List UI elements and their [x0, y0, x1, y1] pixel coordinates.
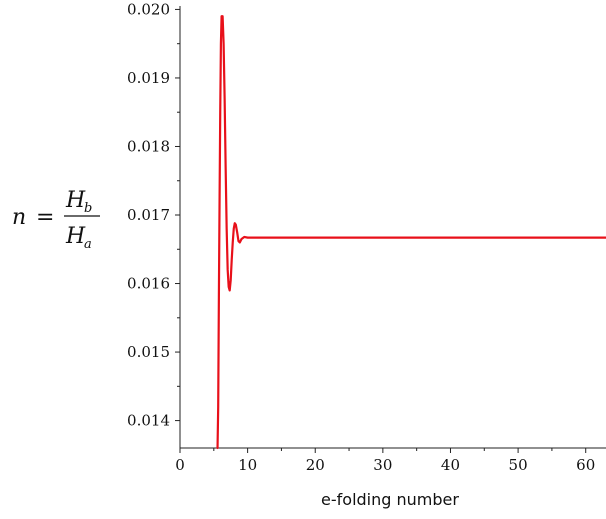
x-tick-label: 60: [576, 456, 595, 474]
axes: [179, 6, 606, 449]
y-tick-label: 0.015: [127, 343, 170, 361]
y-label-equals: =: [36, 205, 54, 230]
y-ticks: 0.014 0.015 0.016 0.017 0.018 0.019 0.020: [127, 0, 180, 430]
y-tick-label: 0.017: [127, 206, 170, 224]
x-axis-label: e-folding number: [321, 490, 459, 509]
y-label-numerator: H: [65, 188, 86, 213]
x-tick-label: 50: [509, 456, 528, 474]
y-label-denominator-sub: a: [84, 237, 92, 252]
x-tick-label: 30: [373, 456, 392, 474]
y-tick-label: 0.016: [127, 275, 170, 293]
x-tick-label: 20: [306, 456, 325, 474]
x-tick-label: 10: [238, 456, 257, 474]
y-tick-label: 0.014: [127, 412, 170, 430]
y-tick-label: 0.019: [127, 69, 170, 87]
y-axis-label: n = H b H a: [12, 188, 100, 252]
y-label-numerator-sub: b: [84, 201, 92, 216]
x-tick-label: 0: [175, 456, 185, 474]
series-layer: [216, 15, 606, 450]
y-label-lhs: n: [12, 205, 26, 230]
y-label-denominator: H: [65, 224, 86, 249]
y-tick-label: 0.018: [127, 137, 170, 155]
x-tick-label: 40: [441, 456, 460, 474]
series-line-0: [216, 15, 606, 450]
x-ticks: 0 10 20 30 40 50 60: [175, 448, 595, 474]
y-tick-label: 0.020: [127, 0, 170, 18]
